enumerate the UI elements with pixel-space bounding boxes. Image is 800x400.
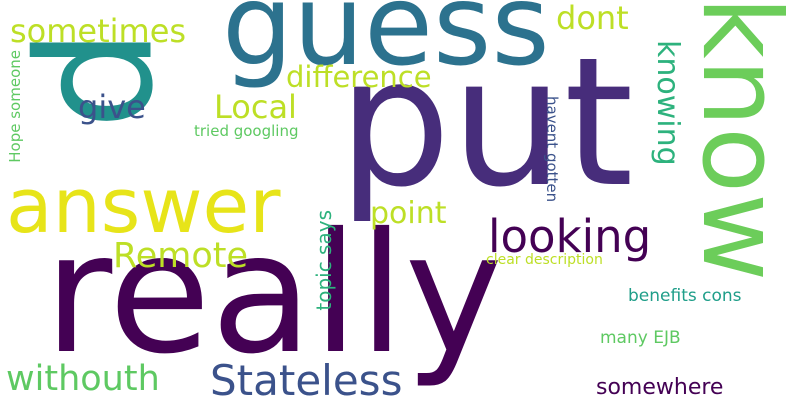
word-hope-someone: Hope someone xyxy=(6,50,24,163)
word-tried-googling: tried googling xyxy=(194,122,299,140)
word-remote: Remote xyxy=(113,236,249,276)
word-difference: difference xyxy=(286,60,432,94)
word-p: p xyxy=(25,28,212,130)
word-looking: looking xyxy=(488,210,652,263)
word-put: put xyxy=(338,19,634,226)
word-withouth: withouth xyxy=(6,359,160,399)
word-havent-gotten: havent gotten xyxy=(543,96,561,203)
word-point: point xyxy=(370,196,447,231)
word-somewhere: somewhere xyxy=(596,375,724,400)
word-guess: guess xyxy=(222,0,550,91)
word-dont: dont xyxy=(556,0,629,37)
word-knowing: knowing xyxy=(650,40,685,166)
word-give: give xyxy=(78,88,146,126)
word-local: Local xyxy=(214,88,297,126)
word-answer: answer xyxy=(6,161,281,250)
word-stateless: Stateless xyxy=(210,356,403,400)
word-really: really xyxy=(44,198,503,391)
word-benefits-cons: benefits cons xyxy=(628,286,742,306)
word-many-ejb: many EJB xyxy=(600,328,681,348)
word-topic-says: topic says xyxy=(312,210,336,311)
word-sometimes: sometimes xyxy=(10,12,187,50)
word-clear-description: clear description xyxy=(486,252,603,268)
word-know: know xyxy=(678,0,800,282)
